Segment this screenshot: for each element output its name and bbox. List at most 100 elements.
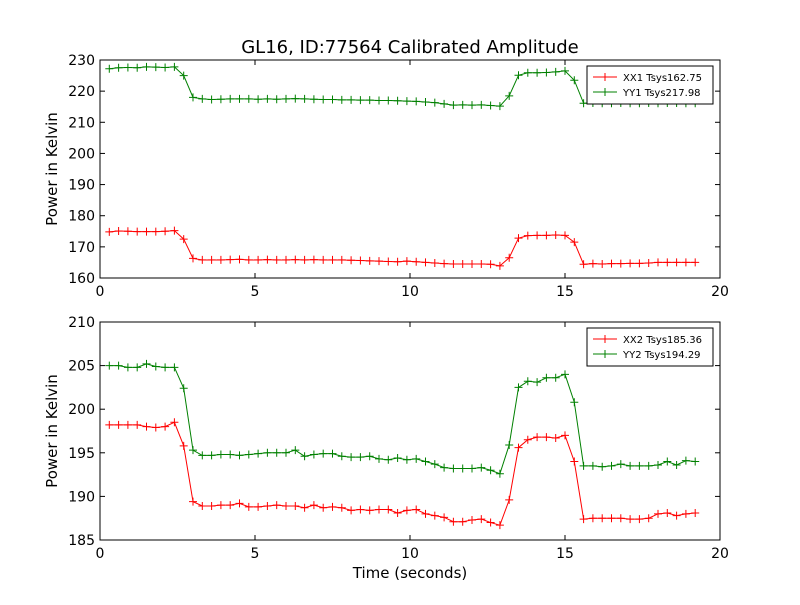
data-point [449,259,458,268]
data-point [375,96,383,105]
data-point [551,67,560,76]
data-point [337,452,346,461]
data-point [412,505,421,514]
legend-box [586,327,714,367]
data-point [226,255,235,264]
data-point [542,433,551,442]
data-point [616,259,625,268]
data-point [114,226,123,235]
data-point [254,502,263,511]
x-tick-label: 5 [251,546,260,562]
data-point [123,63,132,72]
x-tick-label: 20 [711,546,729,562]
data-point [198,501,207,510]
data-point [105,420,114,429]
data-point [309,450,318,459]
data-point [291,255,300,264]
data-point [337,95,346,104]
data-point [300,452,309,461]
data-point [561,431,569,440]
legend-swatch-marker [601,335,609,343]
y-tick-label: 185 [68,533,95,549]
data-point [654,461,662,470]
data-point [384,455,393,464]
data-point [309,255,318,264]
x-tick-label: 20 [711,284,729,300]
data-point [319,449,328,458]
legend-label: XX2 Tsys185.36 [623,335,702,346]
data-point [123,227,132,236]
data-point [189,446,197,455]
data-point [468,259,476,268]
data-point [681,258,690,267]
data-point [170,418,179,427]
x-tick-label: 10 [401,546,419,562]
data-point [347,453,356,462]
data-point [672,461,681,470]
data-point [114,361,123,370]
data-point [254,255,263,264]
data-point [514,443,523,452]
data-point [198,451,207,460]
data-point [207,451,216,460]
data-point [570,238,579,247]
data-point [151,63,160,72]
data-point [458,464,467,473]
data-point [533,231,542,240]
legend: XX2 Tsys185.36 YY2 Tsys194.29 [586,327,714,367]
data-point [654,509,662,518]
data-point [105,227,114,236]
data-point [235,94,244,103]
data-point [663,508,672,517]
legend-swatch-marker [601,88,609,96]
data-point [375,505,383,514]
data-point [458,100,467,109]
data-point [663,258,672,267]
data-point [440,99,449,108]
data-point [328,95,337,104]
data-point [365,256,374,265]
legend-label: XX1 Tsys162.75 [623,73,702,84]
data-point [430,511,439,520]
legend-item: YY2 Tsys194.29 [593,350,701,361]
legend-label: YY1 Tsys217.98 [622,88,701,99]
data-point [626,259,635,268]
data-point [449,517,458,526]
data-point [579,461,588,470]
data-point [468,515,476,524]
data-point [533,433,542,442]
data-point [430,98,439,107]
data-point [691,258,700,267]
x-axis-label: Time (seconds) [352,564,468,582]
series-2 [105,359,700,478]
data-point [570,398,579,407]
data-point [235,451,244,460]
data-point [328,449,337,458]
data-point [402,506,411,515]
data-point [272,448,281,457]
data-point [142,422,151,431]
data-point [161,363,170,372]
data-point [468,464,476,473]
data-point [133,63,142,72]
data-point [681,456,690,465]
legend-box [586,65,714,105]
data-point [300,503,309,512]
data-point [579,260,588,269]
y-tick-label: 200 [68,146,95,162]
data-point [588,259,597,268]
data-point [161,227,170,236]
data-point [254,95,263,104]
data-point [412,257,421,266]
data-point [244,502,253,511]
data-point [244,255,253,264]
data-point [495,521,504,530]
data-point [328,255,337,264]
data-point [477,515,486,524]
data-point [523,435,532,444]
data-point [616,514,625,523]
data-point [607,259,616,268]
data-point [161,422,170,431]
data-point [533,378,542,387]
